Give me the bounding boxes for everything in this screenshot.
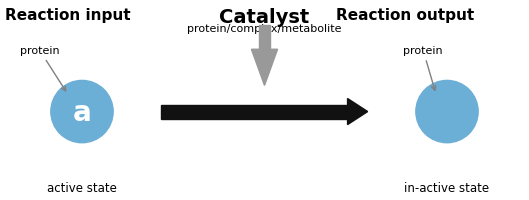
Text: protein: protein	[20, 46, 66, 91]
Bar	[161, 105, 348, 119]
Text: Reaction input: Reaction input	[5, 8, 131, 23]
Bar	[259, 26, 270, 50]
Circle shape	[416, 81, 478, 143]
Text: Reaction output: Reaction output	[336, 8, 474, 23]
Polygon shape	[251, 50, 278, 86]
Text: a: a	[72, 98, 92, 126]
Text: protein/complex/metabolite: protein/complex/metabolite	[187, 24, 342, 34]
Text: in-active state: in-active state	[405, 181, 489, 194]
Polygon shape	[348, 99, 368, 125]
Text: Catalyst: Catalyst	[220, 8, 309, 27]
Text: active state: active state	[47, 181, 117, 194]
Text: protein: protein	[404, 46, 443, 91]
Circle shape	[51, 81, 113, 143]
